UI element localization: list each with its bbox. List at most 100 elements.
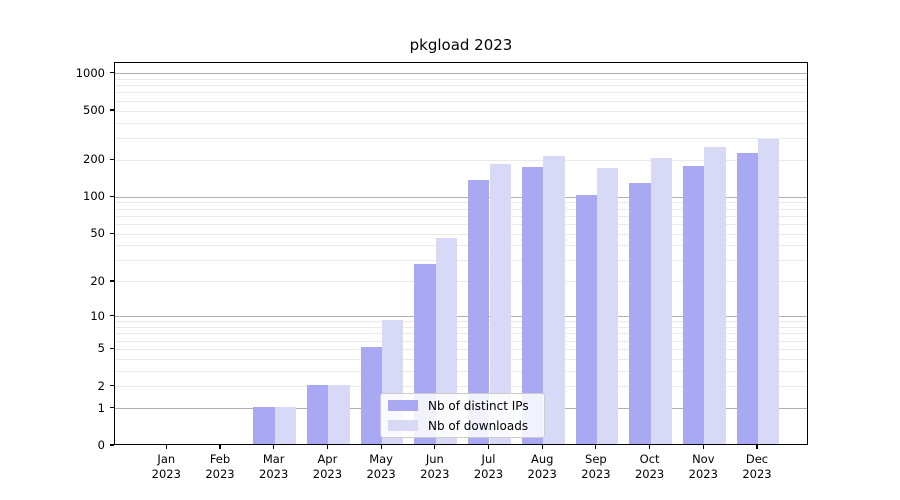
x-tick-mark xyxy=(326,445,328,449)
y-tick-label: 200 xyxy=(83,152,105,167)
legend-swatch-distinct-ips xyxy=(388,400,418,411)
y-tick-label: 100 xyxy=(83,189,105,204)
x-tick-label: Dec 2023 xyxy=(725,452,789,482)
gridline-minor xyxy=(115,386,807,388)
y-tick-mark xyxy=(110,158,114,160)
gridline-minor xyxy=(115,245,807,247)
x-tick-label: Aug 2023 xyxy=(510,452,574,482)
y-tick-label: 5 xyxy=(97,341,105,356)
y-tick-label: 1000 xyxy=(75,65,105,80)
x-tick-label-year: 2023 xyxy=(688,467,718,481)
gridline-minor xyxy=(115,110,807,112)
x-tick-label-month: Mar xyxy=(262,452,285,466)
legend-label-downloads: Nb of downloads xyxy=(428,418,529,433)
y-tick-mark xyxy=(110,444,114,446)
legend-item-downloads: Nb of downloads xyxy=(388,419,537,433)
x-tick-label-month: May xyxy=(369,452,393,466)
x-tick-label-year: 2023 xyxy=(366,467,396,481)
gridline-major xyxy=(115,73,807,75)
bar-distinct-ips xyxy=(307,384,329,444)
bar-downloads xyxy=(274,406,297,444)
bar-downloads xyxy=(435,237,458,444)
y-tick-mark xyxy=(110,407,114,409)
x-tick-label-year: 2023 xyxy=(742,467,772,481)
bar-downloads xyxy=(650,158,672,444)
y-tick-label: 2 xyxy=(97,378,105,393)
x-tick-label: Nov 2023 xyxy=(671,452,735,482)
legend-label-distinct-ips: Nb of distinct IPs xyxy=(428,398,529,413)
bar-downloads xyxy=(489,163,511,444)
x-tick-label: Apr 2023 xyxy=(295,452,359,482)
x-tick-label-year: 2023 xyxy=(473,467,504,481)
gridline-minor xyxy=(115,208,807,210)
y-tick-label: 500 xyxy=(83,103,105,117)
gridline-minor xyxy=(115,100,807,102)
x-tick-label-month: Jan xyxy=(157,452,176,466)
bar-downloads xyxy=(704,147,726,444)
gridline-minor xyxy=(115,281,807,283)
y-tick-mark xyxy=(110,195,114,197)
x-tick-label: Feb 2023 xyxy=(188,452,252,482)
legend: Nb of distinct IPs Nb of downloads xyxy=(380,393,545,438)
x-tick-mark xyxy=(165,445,167,449)
y-tick-label: 10 xyxy=(90,308,105,323)
gridline-minor xyxy=(115,260,807,262)
y-tick-mark xyxy=(110,232,114,234)
bar-distinct-ips xyxy=(521,166,544,444)
gridline-minor xyxy=(115,78,807,80)
legend-item-distinct-ips: Nb of distinct IPs xyxy=(388,399,537,413)
y-tick-label: 1 xyxy=(97,400,105,415)
x-tick-mark xyxy=(756,445,758,449)
x-tick-mark xyxy=(541,445,543,449)
x-tick-label-year: 2023 xyxy=(634,467,665,481)
bar-downloads xyxy=(543,155,565,444)
y-tick-label: 0 xyxy=(97,438,105,452)
x-tick-mark xyxy=(702,445,704,449)
gridline-minor xyxy=(115,137,807,139)
y-tick-mark xyxy=(110,72,114,74)
gridline-minor xyxy=(115,370,807,372)
gridline-minor xyxy=(115,233,807,235)
x-tick-label-month: Nov xyxy=(692,452,715,466)
x-tick-label-month: Sep xyxy=(585,452,607,466)
bar-distinct-ips xyxy=(682,166,705,444)
x-tick-label-year: 2023 xyxy=(259,467,289,481)
plot-area: Nb of distinct IPs Nb of downloads xyxy=(114,62,808,445)
bar-distinct-ips xyxy=(468,180,490,444)
x-tick-label: Oct 2023 xyxy=(618,452,682,482)
gridline-minor xyxy=(115,202,807,204)
x-tick-mark xyxy=(649,445,651,449)
x-tick-label: Jul 2023 xyxy=(457,452,521,482)
x-tick-label-month: Aug xyxy=(530,452,554,466)
bar-downloads xyxy=(758,138,780,444)
gridline-minor xyxy=(115,159,807,161)
bar-downloads xyxy=(328,384,350,444)
y-tick-mark xyxy=(110,315,114,317)
bar-downloads xyxy=(596,168,619,444)
legend-swatch-downloads xyxy=(388,420,418,431)
x-tick-label-month: Jun xyxy=(425,452,444,466)
y-tick-mark xyxy=(110,109,114,111)
x-tick-label-month: Jul xyxy=(481,452,496,466)
x-tick-label-year: 2023 xyxy=(151,467,181,481)
bar-distinct-ips xyxy=(360,347,383,444)
gridline-minor xyxy=(115,85,807,87)
x-tick-label-month: Apr xyxy=(317,452,338,466)
x-tick-label-year: 2023 xyxy=(527,467,557,481)
x-tick-label: Jun 2023 xyxy=(403,452,467,482)
x-tick-label-year: 2023 xyxy=(581,467,611,481)
chart-title: pkgload 2023 xyxy=(409,36,513,54)
y-tick-label: 20 xyxy=(90,273,105,288)
gridline-minor xyxy=(115,348,807,350)
x-tick-label-year: 2023 xyxy=(205,467,235,481)
gridline-minor xyxy=(115,122,807,124)
x-tick-label: May 2023 xyxy=(349,452,413,482)
x-tick-label: Sep 2023 xyxy=(564,452,628,482)
gridline-minor xyxy=(115,358,807,360)
bar-distinct-ips xyxy=(629,182,651,444)
gridline-minor xyxy=(115,321,807,323)
x-tick-label-month: Oct xyxy=(639,452,660,466)
gridline-minor xyxy=(115,333,807,335)
bar-distinct-ips xyxy=(575,195,597,444)
